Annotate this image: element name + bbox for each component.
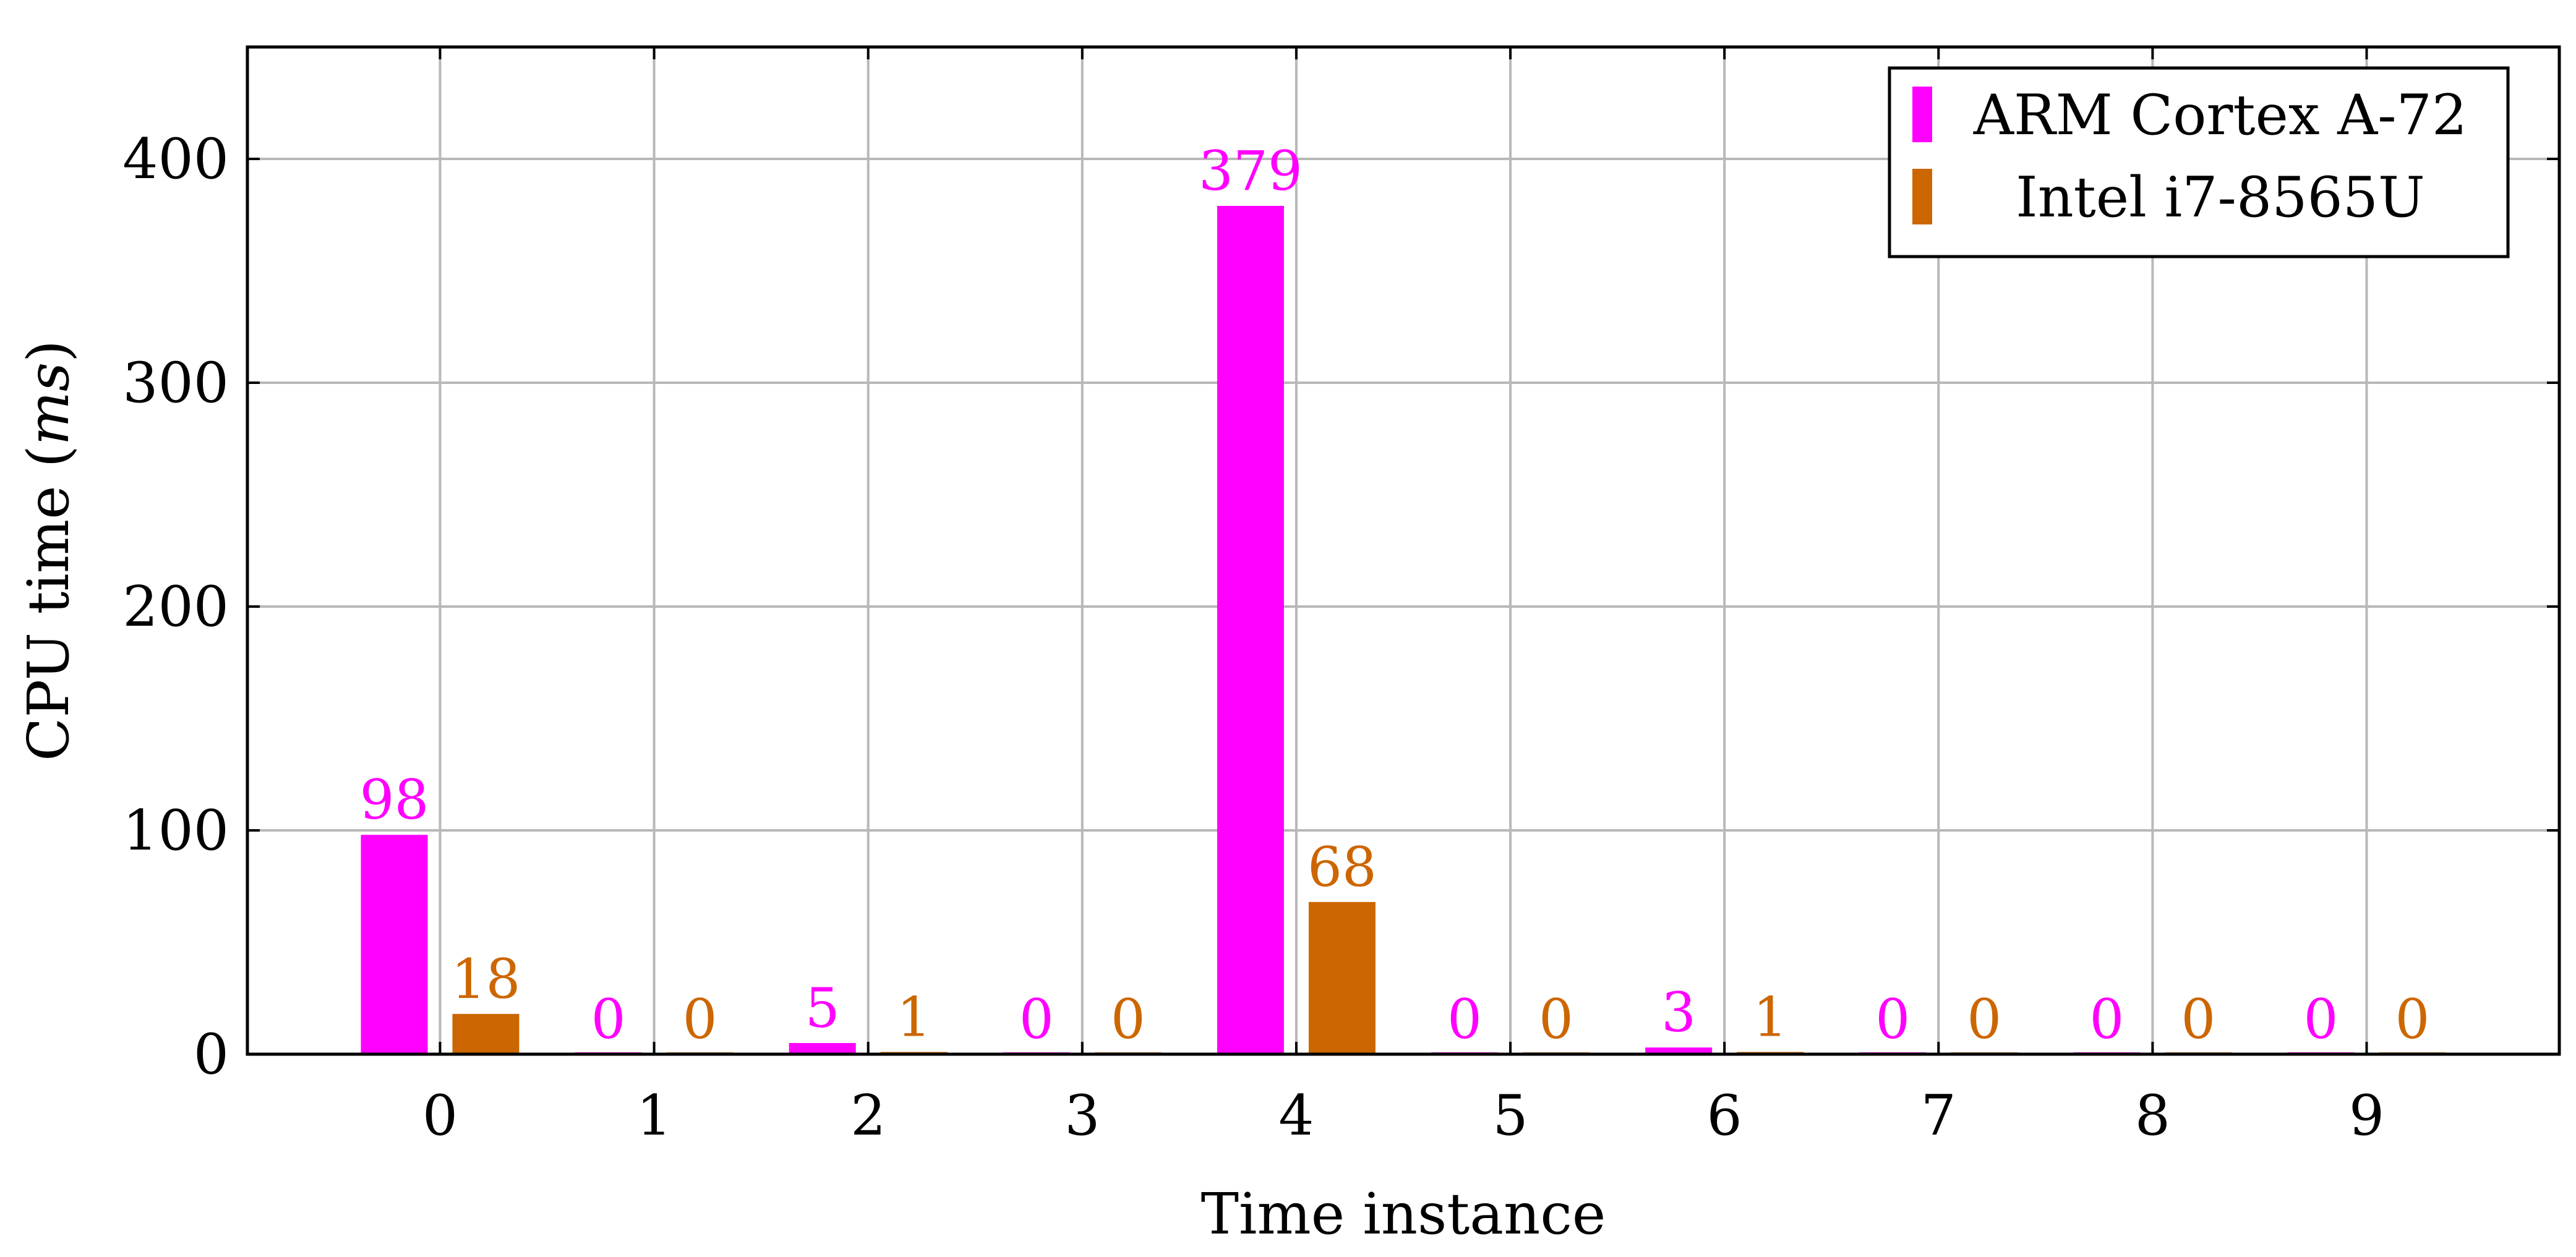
bar-arm-2 bbox=[789, 1042, 856, 1054]
legend-box bbox=[1888, 66, 2510, 258]
x-tick-label: 2 bbox=[850, 1083, 886, 1148]
x-tick-label: 8 bbox=[2135, 1083, 2170, 1148]
data-label: 0 bbox=[2089, 987, 2124, 1051]
data-label: 0 bbox=[1019, 987, 1054, 1051]
data-label: 0 bbox=[1111, 987, 1145, 1051]
data-label: 68 bbox=[1307, 835, 1377, 899]
data-label: 0 bbox=[2181, 987, 2215, 1051]
data-label: 379 bbox=[1199, 139, 1303, 203]
legend-label-intel: Intel i7-8565U bbox=[2016, 165, 2425, 230]
data-label: 5 bbox=[805, 976, 840, 1040]
y-tick-label: 400 bbox=[122, 127, 229, 192]
data-label: 0 bbox=[1447, 987, 1482, 1051]
y-axis-label: CPU time (ms) bbox=[15, 340, 82, 761]
data-label: 0 bbox=[591, 987, 626, 1051]
x-tick-label: 4 bbox=[1278, 1083, 1314, 1148]
y-axis-label-close: ) bbox=[15, 340, 82, 362]
legend-swatch-arm bbox=[1912, 87, 1932, 142]
data-label: 3 bbox=[1661, 981, 1696, 1044]
data-label: 0 bbox=[1875, 987, 1910, 1051]
bar-arm-4 bbox=[1217, 206, 1284, 1054]
bar-arm-0 bbox=[361, 835, 428, 1054]
y-axis-label-main: CPU time ( bbox=[15, 445, 82, 761]
data-label: 0 bbox=[2304, 987, 2339, 1051]
data-label: 0 bbox=[2395, 987, 2430, 1051]
y-tick-label: 200 bbox=[122, 574, 229, 639]
x-tick-label: 1 bbox=[636, 1083, 672, 1148]
y-tick-label: 0 bbox=[194, 1022, 229, 1087]
data-label: 1 bbox=[1753, 985, 1787, 1049]
data-label: 0 bbox=[1539, 987, 1573, 1051]
x-tick-label: 3 bbox=[1064, 1083, 1100, 1148]
y-tick-label: 300 bbox=[122, 351, 229, 415]
plot-frame bbox=[246, 45, 2561, 1056]
bar-intel-0 bbox=[452, 1013, 520, 1054]
x-axis-label: Time instance bbox=[1201, 1181, 1606, 1247]
x-tick-label: 0 bbox=[422, 1083, 458, 1148]
legend-label-arm: ARM Cortex A-72 bbox=[1973, 83, 2467, 148]
bar-arm-6 bbox=[1645, 1047, 1713, 1054]
y-axis-label-unit: ms bbox=[15, 362, 82, 445]
data-label: 0 bbox=[683, 987, 717, 1051]
data-label: 98 bbox=[360, 768, 429, 832]
y-tick-label: 100 bbox=[122, 798, 229, 863]
bar-intel-4 bbox=[1308, 901, 1376, 1054]
data-label: 1 bbox=[897, 985, 931, 1049]
data-label: 18 bbox=[451, 947, 521, 1011]
x-tick-label: 9 bbox=[2349, 1083, 2384, 1148]
x-tick-label: 5 bbox=[1492, 1083, 1528, 1148]
x-tick-label: 7 bbox=[1921, 1083, 1956, 1148]
data-label: 0 bbox=[1967, 987, 2001, 1051]
legend: ARM Cortex A-72 Intel i7-8565U bbox=[1888, 66, 2510, 258]
x-tick-label: 6 bbox=[1707, 1083, 1742, 1148]
bars bbox=[361, 206, 2446, 1054]
legend-swatch-intel bbox=[1912, 169, 1932, 224]
